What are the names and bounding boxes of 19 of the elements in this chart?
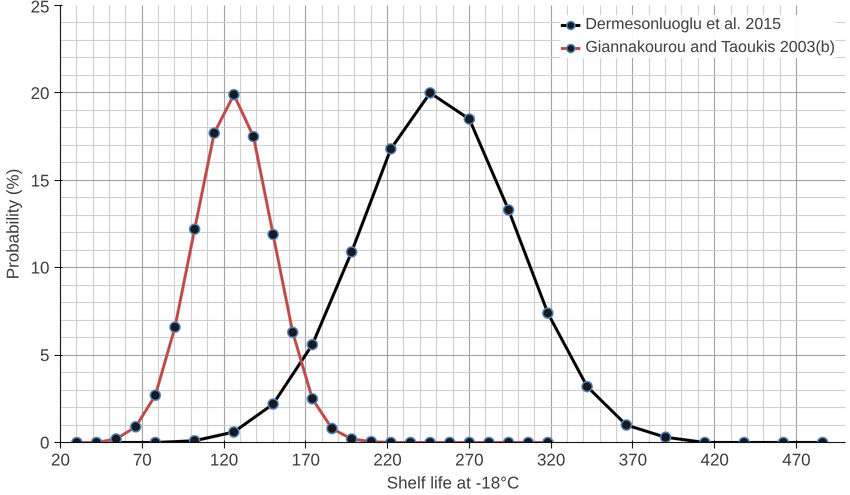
y-tick-label: 5 [40, 346, 50, 366]
y-tick-label: 20 [30, 84, 50, 103]
x-tick-label: 170 [292, 450, 320, 470]
x-tick-label: 220 [373, 450, 402, 470]
y-tick-label: 15 [30, 171, 50, 190]
legend-label: Giannakourou and Taoukis 2003(b) [585, 39, 835, 57]
y-tick-label: 10 [30, 258, 50, 278]
legend-label: Dermesonluoglu et al. 2015 [585, 16, 782, 34]
y-tick-label: 25 [30, 0, 50, 16]
x-tick-label: 420 [700, 450, 729, 470]
x-tick-label: 70 [132, 450, 152, 470]
x-tick-label: 120 [210, 450, 238, 470]
x-tick-label: 270 [455, 450, 484, 470]
x-axis-title: Shelf life at -18°C [386, 474, 520, 492]
x-tick-label: 470 [782, 450, 811, 470]
y-tick-label: 0 [40, 434, 50, 452]
x-tick-label: 320 [536, 450, 566, 470]
x-tick-label: 370 [618, 450, 648, 470]
y-axis-title: Probability (%) [4, 168, 23, 280]
